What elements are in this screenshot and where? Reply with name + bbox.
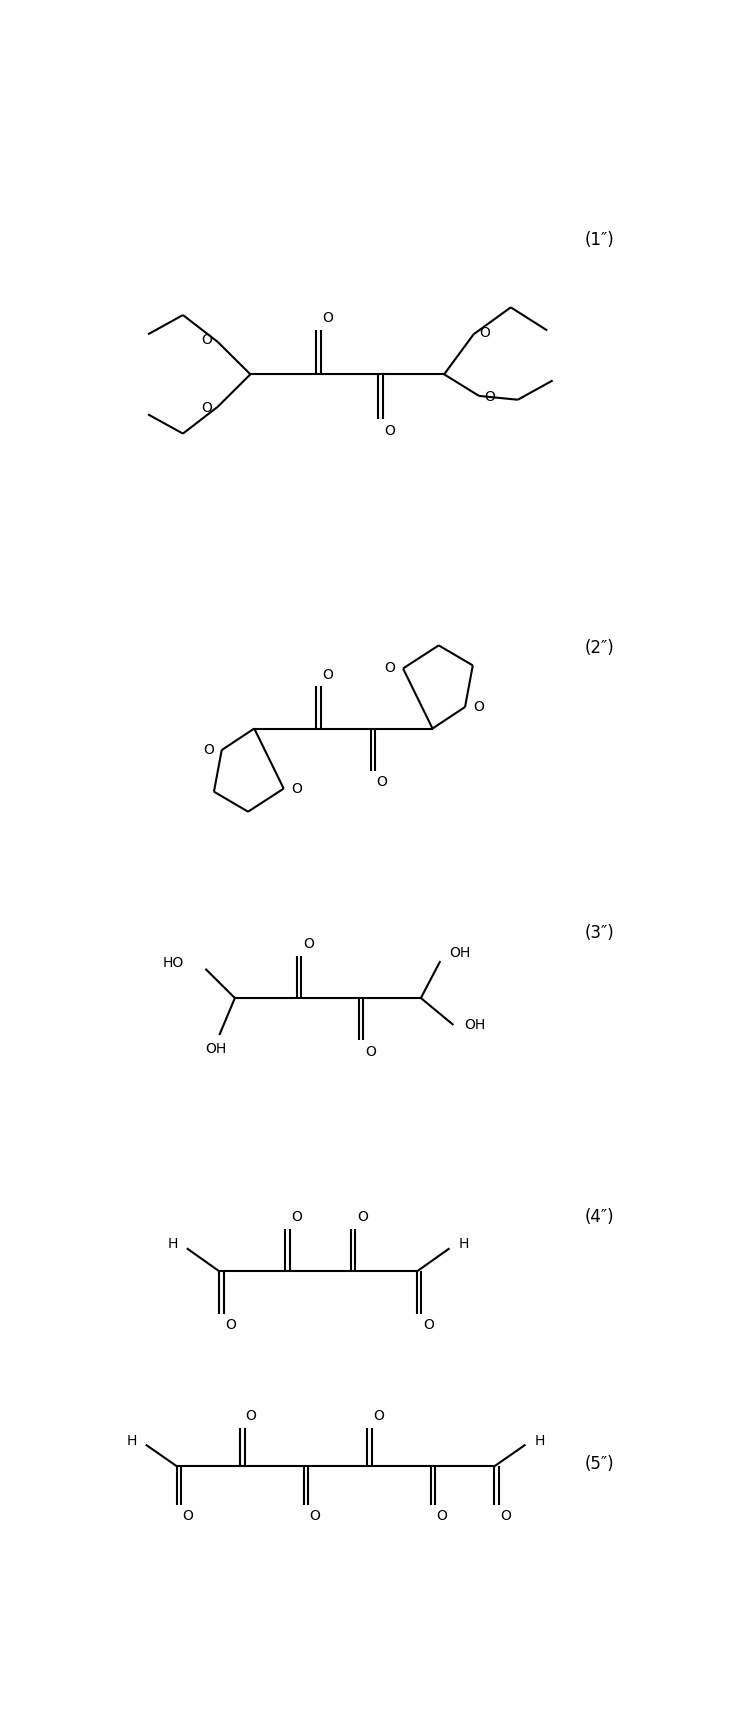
Text: O: O [384,423,395,437]
Text: O: O [365,1045,376,1059]
Text: O: O [373,1409,384,1423]
Text: H: H [458,1238,468,1252]
Text: HO: HO [163,955,184,969]
Text: O: O [182,1509,193,1523]
Text: H: H [127,1433,137,1447]
Text: O: O [322,668,333,682]
Text: O: O [384,661,395,675]
Text: OH: OH [449,946,470,960]
Text: (2″): (2″) [584,639,614,656]
Text: O: O [423,1318,434,1332]
Text: OH: OH [465,1017,486,1033]
Text: O: O [322,311,333,325]
Text: O: O [291,782,302,796]
Text: O: O [500,1509,511,1523]
Text: O: O [436,1509,447,1523]
Text: O: O [357,1211,368,1224]
Text: O: O [485,390,496,404]
Text: O: O [246,1409,257,1423]
Text: (3″): (3″) [584,924,614,941]
Text: H: H [168,1238,178,1252]
Text: O: O [479,326,490,340]
Text: O: O [225,1318,236,1332]
Text: (4″): (4″) [584,1209,614,1226]
Text: O: O [203,743,214,756]
Text: (5″): (5″) [584,1454,614,1473]
Text: (1″): (1″) [584,231,614,249]
Text: O: O [201,401,212,414]
Text: O: O [291,1211,302,1224]
Text: O: O [377,775,387,789]
Text: O: O [473,699,484,713]
Text: H: H [534,1433,545,1447]
Text: OH: OH [205,1041,226,1055]
Text: O: O [303,938,314,952]
Text: O: O [309,1509,320,1523]
Text: O: O [201,333,212,347]
